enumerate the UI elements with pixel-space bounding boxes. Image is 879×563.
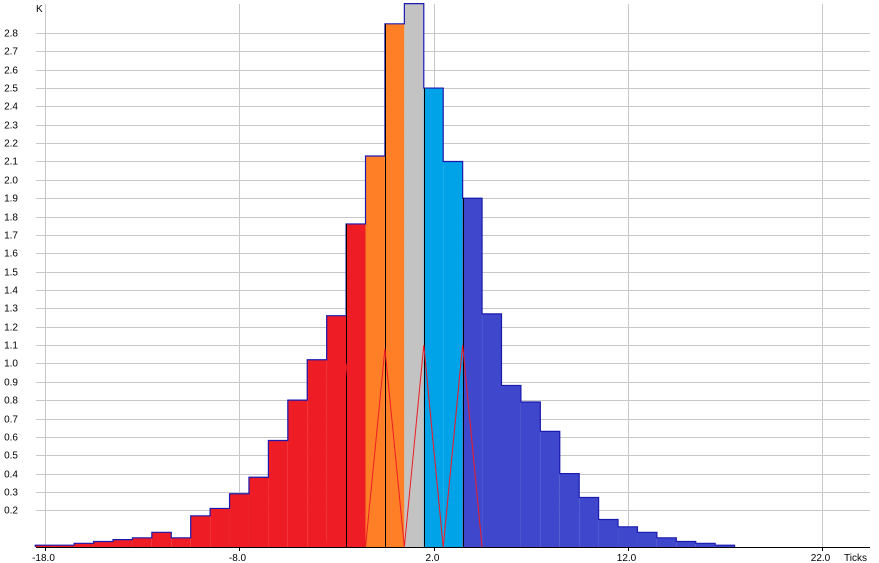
axes [36,547,870,551]
histogram-bar [346,223,366,547]
x-tick-label: -18.0 [32,553,55,563]
histogram-bar [656,537,677,547]
y-tick-label: 1.7 [4,231,18,242]
y-tick-label: 0.7 [4,415,18,426]
y-tick-label: 2.4 [4,102,18,113]
y-tick-labels: 0.2 0.3 0.4 0.5 0.6 0.7 0.8 0.9 1.0 1.1 1.2 1.3 1.4 1… [4,29,18,517]
bin-edge-lines [346,23,464,547]
histogram-bar [229,493,249,547]
histogram-bar [618,526,638,547]
y-tick-label: 1.2 [4,323,18,334]
bars [35,3,735,548]
histogram-bar [540,431,560,547]
histogram-bar [579,497,599,547]
x-tick-label: 12.0 [617,553,637,563]
histogram-bar [365,155,385,547]
y-tick-label: 0.8 [4,396,18,407]
histogram-bar [462,198,483,547]
y-tick-label: 0.4 [4,470,18,481]
histogram-bar [326,315,347,547]
y-tick-label: 1.9 [4,194,18,205]
histogram-bar [74,543,94,547]
y-tick-label: 1.4 [4,286,18,297]
y-tick-label: 2.5 [4,84,18,95]
histogram-bar [520,401,541,547]
histogram-bar [307,359,327,547]
y-tick-label: 1.3 [4,304,18,315]
histogram-bar [559,473,580,547]
y-tick-label: 1.8 [4,213,18,224]
x-tick-label: 2.0 [426,553,440,563]
histogram-bar [171,537,191,547]
histogram-bar [54,545,75,547]
y-tick-label: 2.3 [4,121,18,132]
histogram-outline [34,3,736,547]
histogram-bar [715,545,735,547]
histogram-bar [676,541,696,547]
y-tick-label: 1.5 [4,268,18,279]
histogram-bar [501,385,521,547]
histogram-bar [423,88,444,548]
y-tick-label: 1.1 [4,341,18,352]
y-tick-label: 0.5 [4,451,18,462]
histogram-bar [151,532,172,547]
histogram-bar [695,543,716,547]
histogram-bar [404,3,424,547]
histogram-bar [598,519,619,547]
y-tick-label: 1.6 [4,249,18,260]
y-tick-label: 2.7 [4,47,18,58]
y-tick-label: 2.0 [4,176,18,187]
y-tick-label: 2.1 [4,157,18,168]
y-tick-label: 2.8 [4,29,18,40]
histogram-bar [482,313,502,547]
y-tick-label: 0.6 [4,433,18,444]
histogram-bar [93,541,113,547]
x-tick-labels: -18.0 -8.0 2.0 12.0 22.0 [32,553,831,563]
y-tick-label: 1.0 [4,359,18,370]
y-axis-title: K [36,4,43,15]
histogram-bar [248,477,269,547]
histogram-bar [287,400,308,547]
y-tick-label: 0.3 [4,488,18,499]
histogram-bar [132,537,152,547]
x-axis-title: Ticks [844,553,867,563]
histogram-bar [35,545,55,547]
histogram-bar [443,161,463,547]
histogram-bar [112,539,133,547]
x-tick-label: -8.0 [229,553,247,563]
y-tick-label: 0.2 [4,506,18,517]
histogram-bar [190,515,211,547]
histogram-bar [384,23,405,548]
x-tick-label: 22.0 [811,553,831,563]
histogram-bar [210,508,230,547]
histogram-bar [268,440,288,547]
y-tick-label: 0.9 [4,378,18,389]
y-tick-label: 2.2 [4,139,18,150]
histogram-bar [637,532,657,547]
y-tick-label: 2.6 [4,66,18,77]
